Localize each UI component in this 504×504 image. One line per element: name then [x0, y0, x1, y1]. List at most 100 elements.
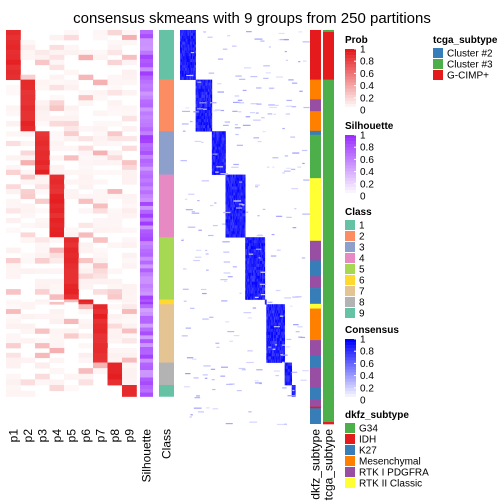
consensus-legend-gradient: [345, 375, 356, 379]
consensus-cell: [229, 204, 231, 208]
prob-cell: [35, 257, 50, 264]
prob-cell: [93, 368, 108, 375]
consensus-noise: [253, 119, 261, 121]
consensus-cell: [283, 331, 285, 336]
consensus-noise: [266, 166, 270, 168]
dkfz-subtype-legend-item: Mesenchymal: [359, 457, 421, 468]
consensus-cell: [203, 91, 205, 96]
consensus-cell: [260, 269, 262, 274]
prob-cell: [78, 247, 94, 254]
consensus-noise: [272, 348, 276, 350]
consensus-cell: [268, 319, 270, 323]
consensus-cell: [269, 331, 271, 336]
consensus-cell: [266, 347, 268, 351]
consensus-cell: [231, 186, 233, 190]
consensus-cell: [192, 65, 195, 69]
dkfz-cell: [310, 111, 321, 132]
consensus-cell: [271, 325, 273, 330]
partition-label: p1: [6, 429, 20, 443]
consensus-cell: [225, 189, 227, 193]
dkfz-subtype-legend-item: IDH: [359, 435, 376, 446]
consensus-cell: [225, 213, 227, 217]
consensus-cell: [290, 375, 293, 379]
prob-cell: [49, 301, 65, 305]
consensus-cell: [231, 195, 233, 199]
consensus-cell: [228, 207, 230, 211]
consensus-noise: [280, 354, 283, 356]
consensus-cell: [234, 234, 237, 238]
consensus-cell: [244, 195, 246, 199]
consensus-cell: [184, 41, 186, 45]
prob-cell: [6, 64, 21, 71]
class-legend-item: 3: [359, 243, 365, 254]
consensus-cell: [275, 325, 278, 330]
consensus-cell: [229, 234, 231, 238]
prob-cell: [35, 208, 50, 214]
prob-legend-gradient: [345, 58, 356, 62]
prob-cell: [20, 105, 36, 112]
consensus-noise: [291, 168, 296, 170]
prob-cell: [20, 174, 36, 180]
consensus-cell: [238, 216, 240, 220]
consensus-cell: [203, 128, 205, 132]
consensus-cell: [182, 67, 184, 72]
consensus-cell: [206, 85, 208, 90]
consensus-cell: [198, 119, 200, 123]
consensus-cell: [202, 128, 204, 132]
consensus-cell: [219, 149, 221, 154]
dkfz-cell: [310, 399, 321, 407]
consensus-cell: [185, 76, 187, 80]
consensus-cell: [231, 183, 233, 187]
consensus-cell: [237, 192, 239, 196]
prob-cell: [107, 268, 123, 274]
silhouette-legend-gradient: [345, 162, 356, 166]
consensus-noise: [299, 90, 303, 92]
consensus-cell: [235, 228, 238, 232]
consensus-cell: [260, 275, 262, 280]
consensus-noise: [259, 283, 267, 285]
consensus-cell: [219, 146, 221, 151]
consensus-cell: [258, 269, 260, 274]
consensus-cell: [187, 38, 189, 42]
consensus-cell: [211, 143, 214, 148]
prob-cell: [20, 257, 36, 264]
consensus-cell: [268, 337, 270, 342]
class-cell-7: [159, 304, 174, 363]
consensus-cell: [183, 73, 185, 78]
consensus-cell: [197, 91, 199, 96]
consensus-cell: [191, 53, 194, 57]
prob-cell: [122, 328, 137, 334]
consensus-cell: [260, 287, 262, 291]
consensus-cell: [230, 222, 232, 226]
consensus-cell: [261, 287, 263, 291]
silhouette-cell: [140, 95, 153, 100]
silhouette-cell: [140, 119, 153, 124]
consensus-legend-gradient: [345, 369, 356, 373]
consensus-noise: [196, 249, 202, 251]
consensus-cell: [286, 375, 288, 379]
prob-cell: [49, 169, 65, 175]
consensus-cell: [208, 88, 210, 93]
consensus-noise: [236, 207, 243, 209]
consensus-cell: [182, 53, 184, 57]
consensus-cell: [263, 281, 266, 285]
prob-cell: [49, 232, 65, 238]
consensus-cell: [228, 216, 230, 220]
consensus-cell: [250, 290, 253, 294]
consensus-noise: [301, 149, 308, 152]
consensus-cell: [252, 237, 254, 241]
silhouette-cell: [140, 362, 153, 367]
consensus-noise: [242, 89, 247, 92]
prob-cell: [122, 357, 137, 363]
prob-legend-gradient: [345, 73, 356, 77]
consensus-cell: [224, 168, 226, 172]
consensus-cell: [185, 56, 187, 60]
consensus-legend-gradient: [345, 345, 356, 349]
consensus-cell: [241, 234, 243, 238]
consensus-cell: [258, 296, 260, 300]
consensus-cell: [238, 228, 240, 232]
silhouette-legend-gradient: [345, 189, 356, 194]
consensus-cell: [239, 177, 241, 181]
prob-cell: [93, 247, 108, 254]
consensus-cell: [229, 180, 231, 184]
